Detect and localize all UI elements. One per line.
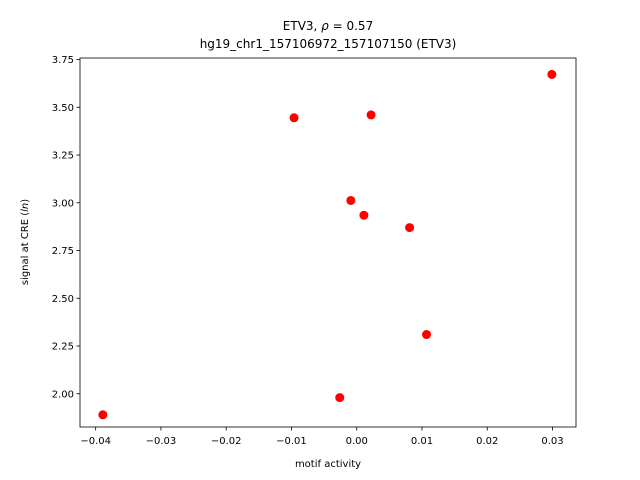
data-point-4 xyxy=(359,210,369,220)
x-tick-label-4: 0.00 xyxy=(346,436,368,447)
y-tick-label-5: 3.25 xyxy=(52,151,74,162)
axes: −0.04 −0.03 −0.02 −0.01 0.00 0.01 0.02 0.03 2.00… xyxy=(52,55,577,447)
data-point-0 xyxy=(98,410,108,420)
y-tick-label-3: 2.75 xyxy=(52,246,74,257)
chart-title-line2: hg19_chr1_157106972_157107150 (ETV3) xyxy=(200,37,457,51)
x-tick-label-3: −0.01 xyxy=(276,436,307,447)
data-point-8 xyxy=(547,69,557,79)
x-tick-label-2: −0.02 xyxy=(211,436,242,447)
y-tick-label-6: 3.50 xyxy=(52,103,74,114)
x-tick-label-7: 0.03 xyxy=(541,436,563,447)
x-tick-label-6: 0.02 xyxy=(476,436,498,447)
data-point-7 xyxy=(422,330,432,340)
y-axis-label: signal at CRE (ln) xyxy=(20,199,31,285)
x-tick-label-1: −0.03 xyxy=(146,436,177,447)
data-point-2 xyxy=(335,393,345,403)
x-tick-label-5: 0.01 xyxy=(411,436,433,447)
data-point-5 xyxy=(366,110,376,120)
x-axis-label: motif activity xyxy=(295,459,361,470)
chart-title-line1: ETV3, ρ = 0.57 xyxy=(283,19,373,33)
plot-frame xyxy=(79,57,577,428)
data-points xyxy=(98,69,557,420)
data-point-3 xyxy=(346,195,356,205)
y-tick-label-1: 2.25 xyxy=(52,342,74,353)
x-tick-label-0: −0.04 xyxy=(80,436,111,447)
y-tick-label-0: 2.00 xyxy=(52,389,74,400)
data-point-1 xyxy=(289,113,299,123)
y-tick-label-4: 3.00 xyxy=(52,198,74,209)
y-tick-label-7: 3.75 xyxy=(52,55,74,66)
data-point-6 xyxy=(405,223,415,233)
y-tick-label-2: 2.50 xyxy=(52,294,74,305)
